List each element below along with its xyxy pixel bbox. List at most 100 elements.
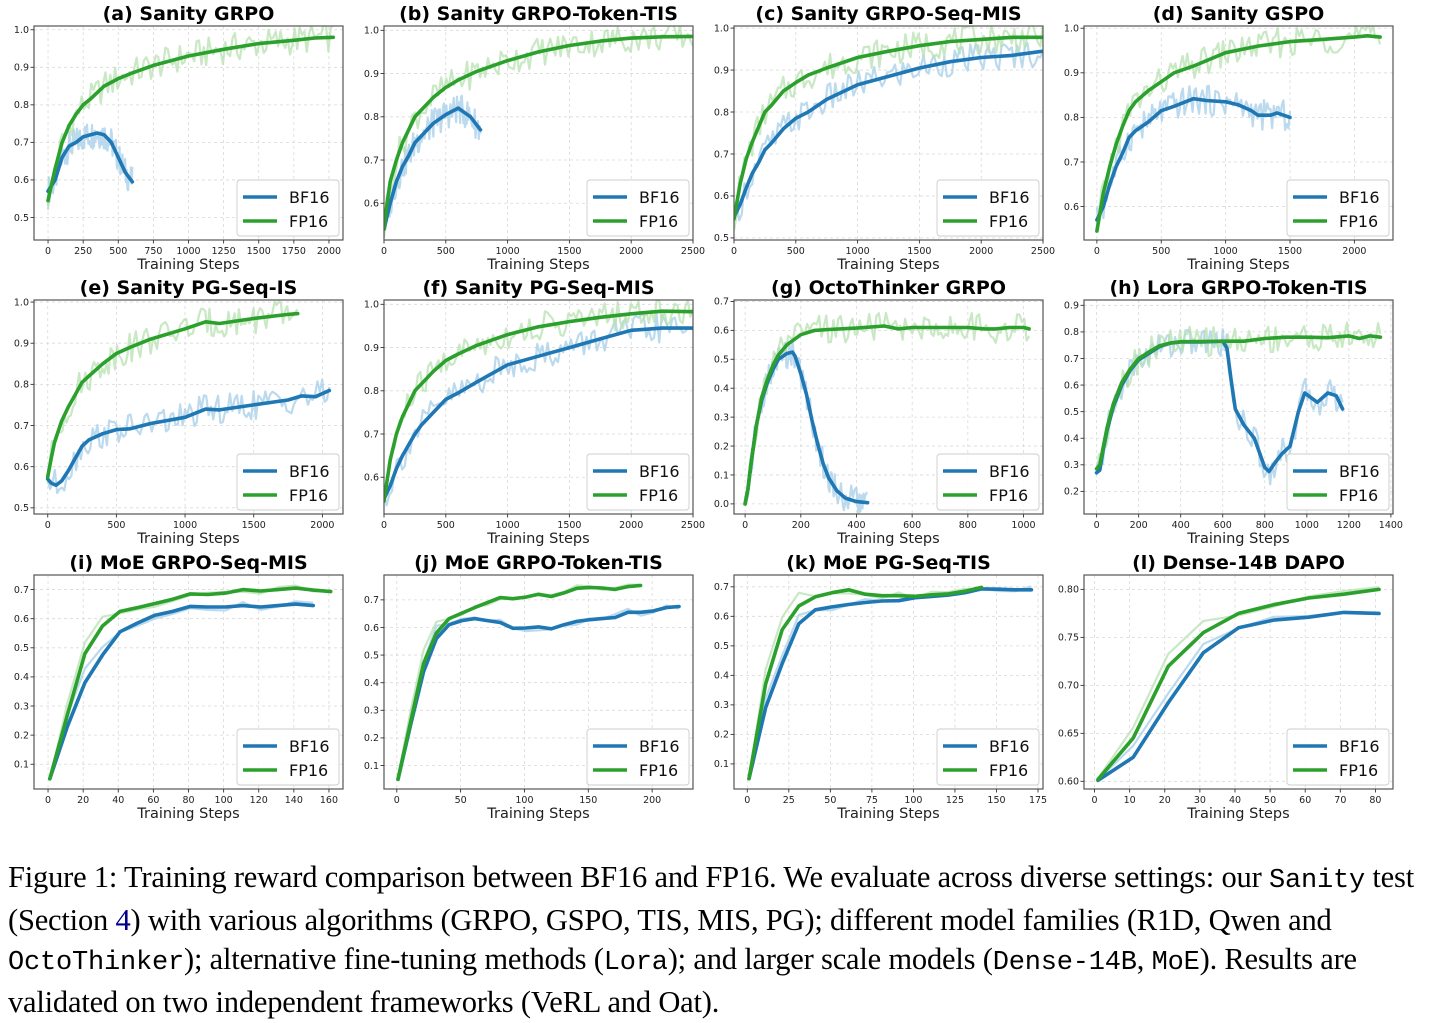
series-line-fp16 (734, 35, 1043, 221)
x-tick-label: 100 (904, 795, 922, 806)
y-tick-label: 0.4 (1064, 434, 1079, 445)
legend-label-fp16: FP16 (989, 761, 1028, 780)
x-tick-label: 500 (437, 246, 455, 257)
x-tick-label: 2500 (681, 520, 705, 531)
x-tick-label: 175 (1029, 795, 1047, 806)
y-tick-label: 0.7 (714, 582, 729, 593)
x-tick-label: 2500 (681, 246, 705, 257)
y-tick-label: 0.8 (14, 100, 29, 111)
plot-frame (733, 574, 1044, 790)
x-tick-label: 0 (381, 246, 387, 257)
series-line-fp16 (743, 324, 1031, 506)
x-axis-label: Training Steps (836, 257, 939, 273)
x-tick-label: 100 (215, 795, 233, 806)
plot-frame (383, 299, 694, 515)
x-tick-label: 2000 (969, 246, 993, 257)
legend: BF16 FP16 (936, 728, 1040, 786)
x-tick-label: 125 (946, 795, 964, 806)
series-line-fp16 (384, 34, 693, 231)
series-line-bf16 (396, 604, 681, 782)
x-tick-label: 1000 (1295, 520, 1319, 531)
x-tick-label: 50 (455, 795, 467, 806)
x-tick-label: 1750 (282, 246, 306, 257)
x-tick-label: 200 (1130, 520, 1148, 531)
y-tick-label: 0.7 (1064, 354, 1079, 365)
x-tick-label: 70 (1334, 795, 1346, 806)
x-tick-label: 60 (1299, 795, 1311, 806)
chart-title: (c) Sanity GRPO-Seq-MIS (755, 3, 1021, 25)
x-tick-label: 600 (1214, 520, 1232, 531)
raw-trace-fp16 (384, 26, 693, 238)
series-line-fp16 (396, 583, 643, 782)
x-tick-label: 500 (107, 520, 125, 531)
x-axis-label: Training Steps (136, 531, 239, 547)
x-tick-label: 120 (250, 795, 268, 806)
x-tick-label: 75 (866, 795, 878, 806)
series-group (46, 26, 336, 211)
caption-text: test (Section (8, 860, 1414, 937)
legend-label-bf16: BF16 (1339, 462, 1380, 481)
y-tick-label: 0.5 (14, 643, 29, 654)
chart-title: (k) MoE PG-Seq-TIS (786, 552, 991, 574)
y-tick-label: 0.6 (1064, 380, 1079, 391)
y-tick-label: 0.0 (714, 499, 729, 510)
legend: BF16 FP16 (1286, 179, 1390, 237)
x-tick-label: 150 (987, 795, 1005, 806)
x-tick-label: 50 (824, 795, 836, 806)
series-group (384, 300, 693, 507)
chart-panel-a: (a) Sanity GRPO 0 250 500 750 1000 1250 1500 175… (14, 3, 344, 273)
y-tick-label: 0.4 (364, 678, 379, 689)
y-tick-label: 0.6 (1064, 202, 1079, 213)
legend-label-bf16: BF16 (639, 462, 680, 481)
x-tick-label: 2000 (619, 520, 643, 531)
x-tick-label: 1000 (496, 520, 520, 531)
x-axis-label: Training Steps (1186, 531, 1289, 547)
section-reference-link[interactable]: 4 (115, 903, 131, 937)
y-tick-label: 0.6 (364, 199, 379, 210)
y-tick-label: 0.4 (714, 671, 729, 682)
y-tick-label: 0.65 (1058, 729, 1079, 740)
y-tick-label: 0.7 (14, 585, 29, 596)
y-tick-label: 0.8 (1064, 113, 1079, 124)
y-tick-label: 0.5 (14, 503, 29, 514)
legend-label-fp16: FP16 (289, 761, 328, 780)
x-tick-label: 500 (1152, 246, 1170, 257)
caption-text: ). Results are validated on two independ… (8, 942, 1357, 1019)
x-axis-label: Training Steps (836, 806, 939, 822)
series-line-fp16 (384, 309, 693, 503)
series-line-bf16 (45, 388, 332, 488)
series-group (47, 584, 333, 781)
legend-label-bf16: BF16 (989, 737, 1030, 756)
y-tick-label: 1.0 (14, 297, 29, 308)
chart-title: (e) Sanity PG-Seq-IS (80, 277, 298, 299)
chart-panel-d: (d) Sanity GSPO 0 500 1000 1500 2000 0.6 0.7 0.8… (1064, 3, 1394, 273)
y-tick-label: 0.5 (1064, 407, 1079, 418)
x-tick-label: 800 (1256, 520, 1274, 531)
y-tick-label: 0.5 (714, 641, 729, 652)
legend: BF16 FP16 (236, 179, 340, 237)
y-tick-label: 0.5 (714, 233, 729, 244)
y-tick-label: 0.7 (1064, 157, 1079, 168)
legend-label-bf16: BF16 (289, 737, 330, 756)
x-tick-label: 0 (45, 246, 51, 257)
x-axis-label: Training Steps (486, 806, 589, 822)
y-tick-label: 1.0 (364, 26, 379, 37)
series-line-bf16 (384, 326, 693, 501)
figure-caption: Figure 1: Training reward comparison bet… (8, 858, 1428, 1022)
legend: BF16 FP16 (236, 453, 340, 511)
raw-trace-bf16 (384, 94, 482, 237)
series-group (384, 26, 693, 238)
chart-title: (a) Sanity GRPO (103, 3, 275, 25)
x-tick-label: 1250 (212, 246, 236, 257)
chart-title: (b) Sanity GRPO-Token-TIS (399, 3, 678, 25)
y-tick-label: 1.0 (714, 23, 729, 34)
chart-title: (f) Sanity PG-Seq-MIS (423, 277, 655, 299)
legend: BF16 FP16 (936, 453, 1040, 511)
y-tick-label: 0.9 (14, 339, 29, 350)
x-tick-label: 0 (742, 520, 748, 531)
x-tick-label: 1400 (1379, 520, 1403, 531)
plot-frame (1083, 574, 1394, 790)
caption-code-term: MoE (1151, 948, 1200, 978)
x-tick-label: 100 (515, 795, 533, 806)
